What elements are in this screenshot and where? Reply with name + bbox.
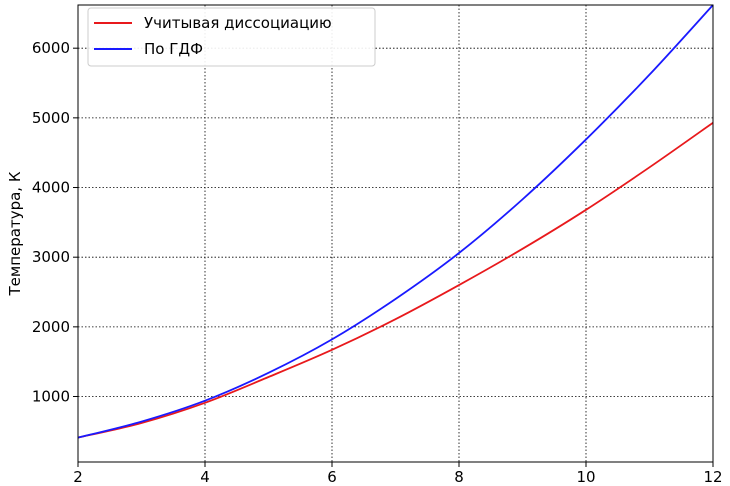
legend-label: Учитывая диссоциацию xyxy=(144,14,332,32)
legend-box xyxy=(87,7,376,67)
y-axis-title: Температура, К xyxy=(6,171,24,296)
series-line-0 xyxy=(77,121,714,439)
y-tick-label: 5000 xyxy=(32,109,70,127)
y-tick-label: 6000 xyxy=(32,39,70,57)
y-tick-label: 3000 xyxy=(32,248,70,266)
x-tick-label: 4 xyxy=(200,468,210,486)
y-tick-label: 1000 xyxy=(32,388,70,406)
x-axis-ticks: 2 4 6 8 10 12 xyxy=(73,462,723,486)
series-layer xyxy=(77,4,714,439)
x-tick-label: 10 xyxy=(576,468,595,486)
plot-frame xyxy=(77,4,714,463)
series-line-1 xyxy=(77,4,714,439)
legend: Учитывая диссоциацию По ГДФ xyxy=(87,7,376,67)
y-tick-label: 2000 xyxy=(32,318,70,336)
y-tick-label: 4000 xyxy=(32,179,70,197)
y-axis-ticks: 1000 2000 3000 4000 5000 6000 xyxy=(32,39,78,406)
x-tick-label: 8 xyxy=(454,468,464,486)
x-tick-label: 2 xyxy=(73,468,83,486)
x-tick-label: 12 xyxy=(703,468,722,486)
legend-label: По ГДФ xyxy=(144,40,203,58)
x-tick-label: 6 xyxy=(327,468,337,486)
